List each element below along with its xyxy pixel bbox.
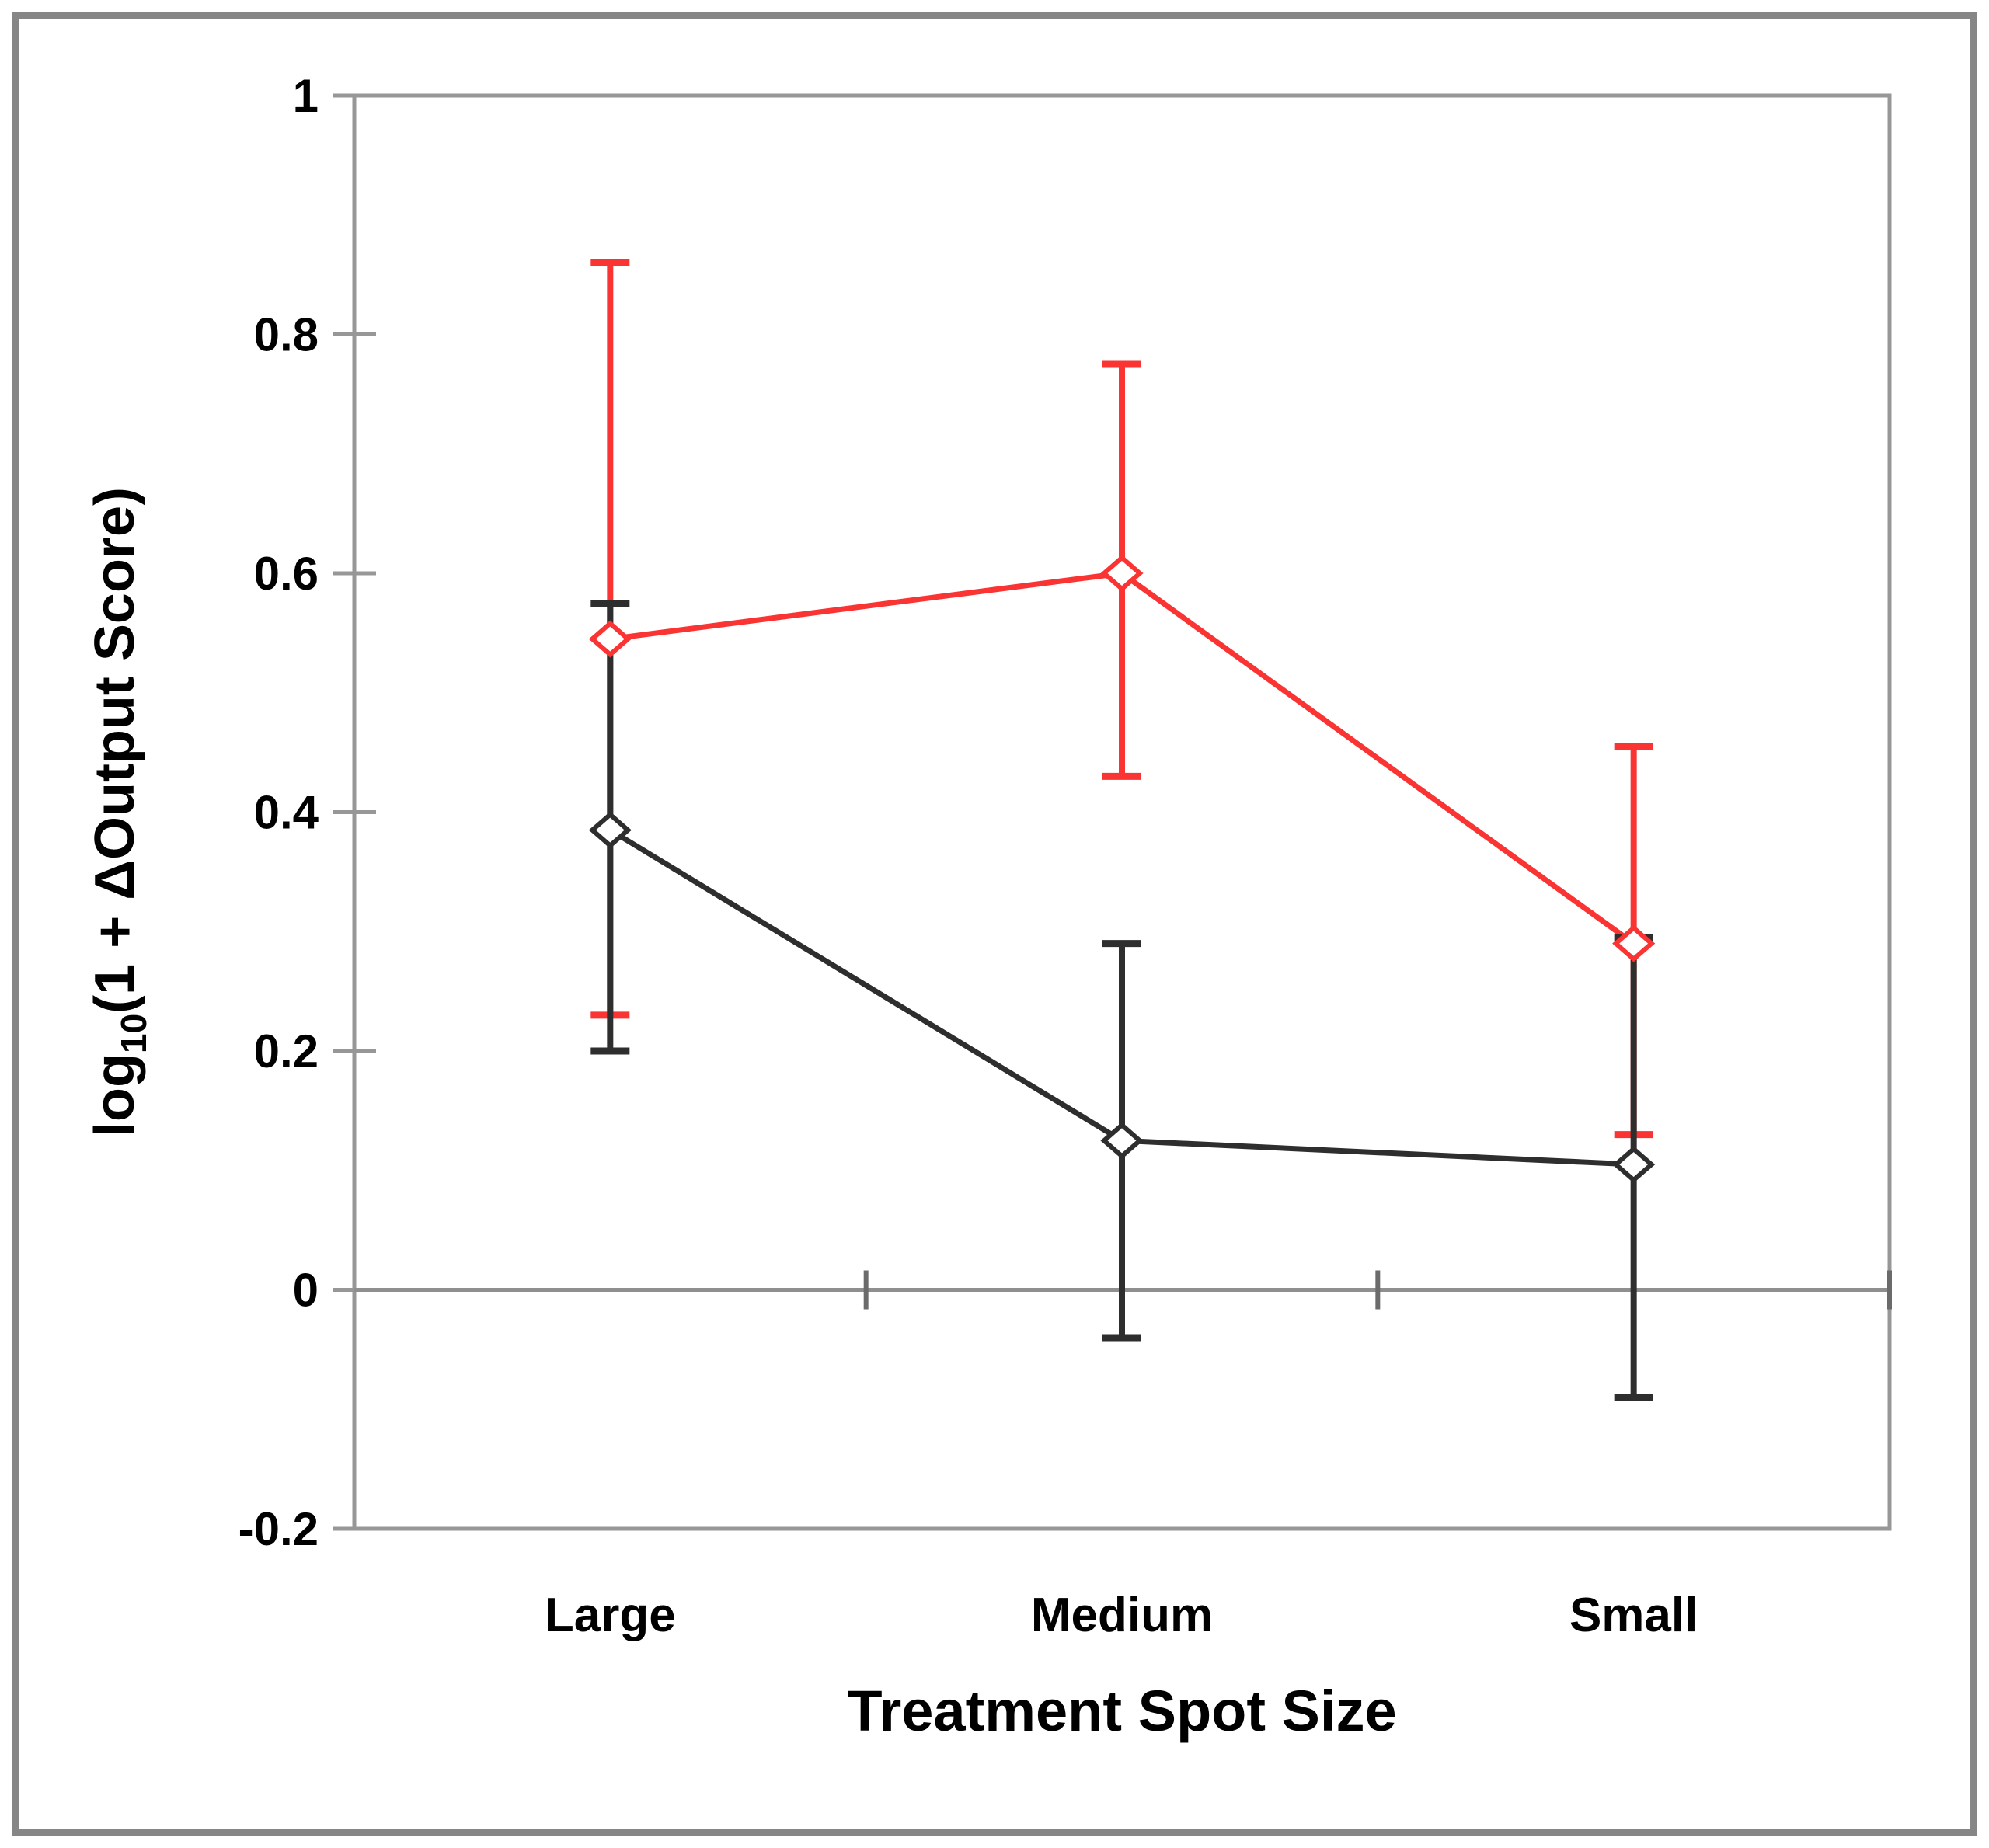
red-series-marker-diamond [588,620,632,658]
y-axis-tick-label: -0.2 [239,1503,319,1555]
x-axis: Large Medium Small [545,1589,1698,1642]
y-axis: 1 0.8 0.6 0.4 0.2 0 -0.2 [239,70,376,1555]
black-series-marker-diamond [1100,1122,1144,1160]
figure-border [12,12,1977,1836]
red-series-marker-diamond [1100,555,1144,592]
y-axis-title: log10(1 + ΔOutput Score) [84,487,154,1137]
y-axis-tick-label: 0.4 [254,787,319,839]
black-series-marker-diamond [1612,1146,1656,1184]
y-axis-tick-label: 0.8 [254,309,319,361]
black-series-marker-diamond [588,811,632,849]
black-series-markers [588,811,1656,1184]
y-axis-tick-label: 1 [293,70,319,122]
y-axis-tick-label: 0.2 [254,1025,319,1077]
y-axis-tick-label: 0.6 [254,548,319,600]
red-series-markers [588,555,1656,962]
y-axis-tick-label: 0 [293,1265,319,1317]
x-category-label: Medium [1031,1589,1213,1642]
red-series-marker-diamond [1612,924,1656,962]
x-axis-title: Treatment Spot Size [847,1679,1396,1743]
x-category-label: Small [1569,1589,1698,1642]
x-category-label: Large [545,1589,676,1642]
